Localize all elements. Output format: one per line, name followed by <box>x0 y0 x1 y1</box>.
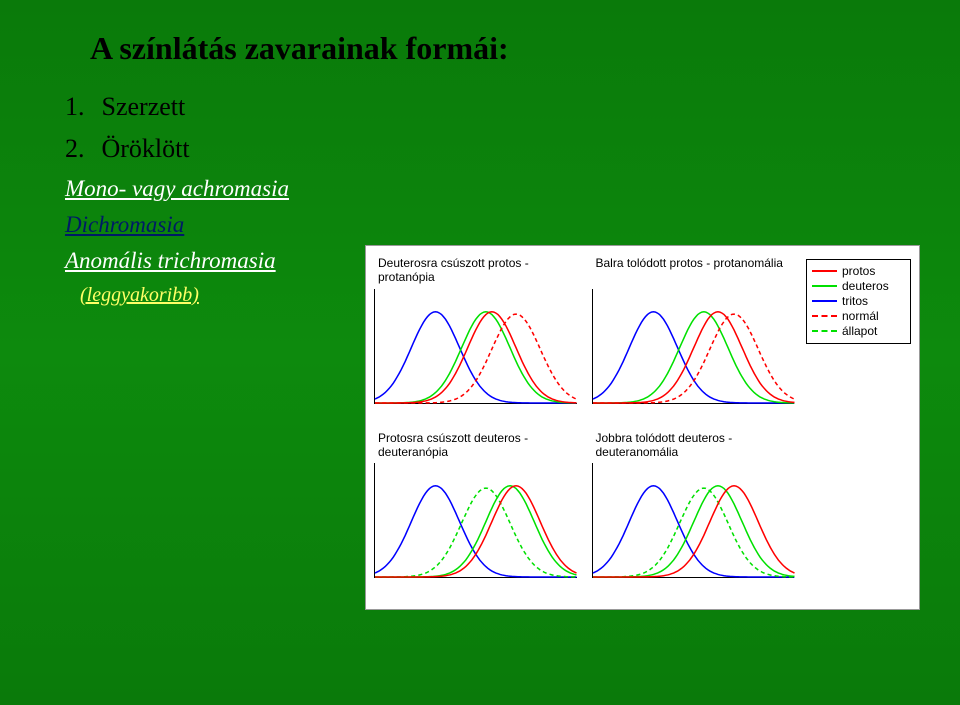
list-item-2: 2. Öröklött <box>65 134 910 164</box>
chart-grid: Deuterosra csúszott protos - protanópia B… <box>374 254 794 601</box>
chart-label: Protosra csúszott deuteros - deuteranópi… <box>374 429 577 462</box>
list-label: Szerzett <box>102 92 186 121</box>
list-item-1: 1. Szerzett <box>65 92 910 122</box>
chart-label: Jobbra tolódott deuteros - deuteranomáli… <box>592 429 795 462</box>
legend-row: tritos <box>812 294 905 308</box>
legend-label: protos <box>842 264 875 278</box>
legend-row: protos <box>812 264 905 278</box>
legend-row: deuteros <box>812 279 905 293</box>
legend-row: állapot <box>812 324 905 338</box>
legend-label: deuteros <box>842 279 889 293</box>
figure-panel: Deuterosra csúszott protos - protanópia B… <box>365 245 920 610</box>
legend-swatch <box>812 300 837 302</box>
legend-row: normál <box>812 309 905 323</box>
list-label: Öröklött <box>102 134 190 163</box>
chart-cell <box>592 289 795 404</box>
subitem-dichromasia: Dichromasia <box>65 212 910 238</box>
legend-label: normál <box>842 309 879 323</box>
chart-cell <box>374 463 577 578</box>
legend: protosdeuterostritosnormálállapot <box>806 259 911 344</box>
legend-swatch <box>812 270 837 272</box>
chart-label: Balra tolódott protos - protanomália <box>592 254 795 287</box>
slide-title: A színlátás zavarainak formái: <box>90 30 910 67</box>
legend-swatch <box>812 285 837 287</box>
chart-label: Deuterosra csúszott protos - protanópia <box>374 254 577 287</box>
legend-swatch <box>812 315 837 317</box>
subitem-mono: Mono- vagy achromasia <box>65 176 910 202</box>
slide: A színlátás zavarainak formái: 1. Szerze… <box>0 0 960 705</box>
chart-cell <box>374 289 577 404</box>
chart-cell <box>592 463 795 578</box>
legend-label: tritos <box>842 294 868 308</box>
legend-swatch <box>812 330 837 332</box>
list-num: 2. <box>65 134 95 164</box>
legend-label: állapot <box>842 324 877 338</box>
list-num: 1. <box>65 92 95 122</box>
